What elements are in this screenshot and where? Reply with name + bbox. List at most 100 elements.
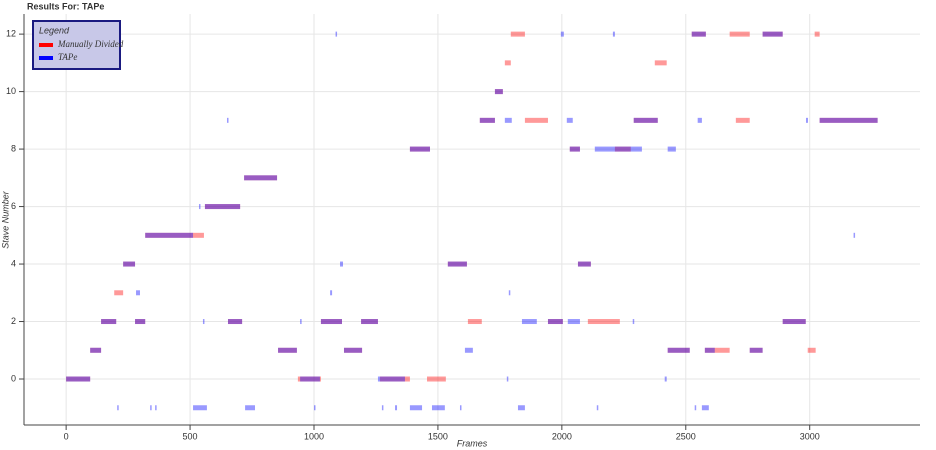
segment: [193, 405, 207, 411]
segment: [145, 232, 204, 238]
y-axis-label: Stave Number: [0, 190, 10, 249]
segment: [805, 117, 808, 123]
segment: [510, 31, 525, 37]
segment: [379, 376, 410, 382]
segment: [145, 232, 194, 238]
legend-label: Manually Divided: [57, 39, 124, 49]
segment: [335, 31, 338, 37]
segment: [819, 117, 878, 123]
segment: [135, 319, 146, 325]
segment: [123, 261, 136, 267]
segment: [504, 60, 511, 66]
segment: [467, 319, 482, 325]
segment: [762, 31, 783, 37]
segment: [701, 405, 709, 411]
segment: [479, 117, 495, 123]
segment: [504, 117, 512, 123]
segment: [524, 117, 548, 123]
segment: [479, 117, 495, 123]
segment: [577, 261, 591, 267]
segment: [377, 376, 405, 382]
segment: [123, 261, 136, 267]
segment: [300, 319, 302, 325]
segment: [227, 319, 243, 325]
segment: [667, 146, 676, 152]
segment: [521, 319, 537, 325]
segment: [330, 290, 333, 296]
segment: [749, 347, 763, 353]
y-tick-label: 12: [6, 28, 16, 38]
y-tick-label: 2: [11, 316, 16, 326]
segment: [202, 319, 205, 325]
segment: [117, 405, 119, 411]
segment: [632, 319, 635, 325]
segment: [735, 117, 750, 123]
segment: [633, 117, 658, 123]
segment: [654, 60, 667, 66]
x-tick-label: 3000: [800, 431, 820, 441]
legend-label: TAPe: [58, 52, 77, 62]
y-tick-label: 8: [11, 143, 16, 153]
segment: [409, 405, 423, 411]
segment: [90, 347, 102, 353]
segment: [807, 347, 816, 353]
segment: [114, 290, 124, 296]
segment: [569, 146, 580, 152]
segment: [361, 319, 378, 325]
segment: [694, 405, 697, 411]
segment: [494, 89, 503, 95]
segment: [782, 319, 806, 325]
segment: [340, 261, 343, 267]
segment: [567, 319, 580, 325]
segment: [612, 31, 615, 37]
segment: [814, 31, 820, 37]
legend: Legend Manually Divided TAPe: [32, 20, 124, 70]
segment: [245, 405, 256, 411]
segment: [594, 146, 642, 152]
segment: [667, 347, 690, 353]
segment: [150, 405, 152, 411]
segment: [704, 347, 715, 353]
segment: [90, 347, 102, 353]
segment: [566, 117, 573, 123]
segment: [313, 405, 316, 411]
segment: [547, 319, 563, 325]
segment: [320, 319, 342, 325]
segment: [464, 347, 473, 353]
segment: [547, 319, 563, 325]
segment: [297, 376, 321, 382]
segment: [447, 261, 467, 267]
segment: [596, 405, 599, 411]
segment: [101, 319, 117, 325]
segment: [227, 319, 243, 325]
segment: [569, 146, 580, 152]
segment: [381, 405, 384, 411]
segment: [633, 117, 658, 123]
segment: [343, 347, 363, 353]
segment: [691, 31, 706, 37]
segment: [66, 376, 91, 382]
segment: [667, 347, 690, 353]
y-tick-label: 4: [11, 258, 16, 268]
segment: [749, 347, 763, 353]
segment: [447, 261, 467, 267]
segment: [506, 376, 509, 382]
segment: [664, 376, 667, 382]
segment: [244, 175, 278, 181]
y-tick-label: 0: [11, 373, 16, 383]
segment: [343, 347, 363, 353]
x-axis-label: Frames: [457, 438, 488, 448]
segment: [278, 347, 297, 353]
legend-title: Legend: [39, 25, 70, 35]
segment: [691, 31, 706, 37]
chart-title: Results For: TAPe: [27, 1, 104, 11]
segment: [427, 376, 446, 382]
segment: [320, 319, 342, 325]
segment: [135, 319, 146, 325]
x-tick-label: 500: [183, 431, 198, 441]
x-tick-label: 0: [64, 431, 69, 441]
segment: [853, 232, 856, 238]
segment: [560, 31, 564, 37]
segment: [361, 319, 378, 325]
